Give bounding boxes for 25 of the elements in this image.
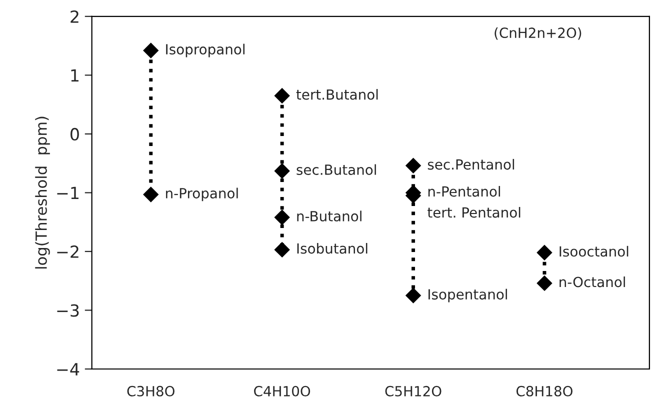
annotation: Isobutanol	[297, 242, 368, 254]
annotation: sec.Pentanol	[428, 158, 514, 170]
y-tick-label: −3	[57, 304, 79, 317]
y-tick-label: 1	[71, 69, 78, 82]
annotation: n-Butanol	[297, 210, 362, 222]
annotation: tert.Butanol	[296, 89, 378, 100]
y-tick-label: −1	[57, 186, 78, 200]
y-axis-title: log(Threshold ppm)	[35, 116, 50, 269]
x-tick-label: C3H8O	[127, 386, 174, 396]
x-tick-label: C8H18O	[516, 386, 572, 396]
y-tick-label: −2	[57, 245, 78, 258]
annotation: n-Pentanol	[428, 186, 500, 197]
annotation: Isopropanol	[166, 44, 244, 58]
y-tick-label: 0	[70, 128, 79, 140]
annotation: n-Octanol	[560, 276, 625, 288]
y-tick-label: 2	[70, 10, 78, 23]
annotation: Isooctanol	[560, 246, 628, 257]
x-tick-label: C4H10O	[254, 386, 310, 396]
y-tick-label: −4	[57, 363, 80, 376]
annotation: (CnH2n+2O)	[494, 27, 582, 40]
x-tick-label: C5H12O	[385, 386, 442, 396]
annotation: tert. Pentanol	[428, 206, 520, 218]
annotation: Isopentanol	[428, 288, 507, 302]
annotation: sec.Butanol	[296, 164, 376, 175]
annotation: n-Propanol	[166, 188, 238, 202]
